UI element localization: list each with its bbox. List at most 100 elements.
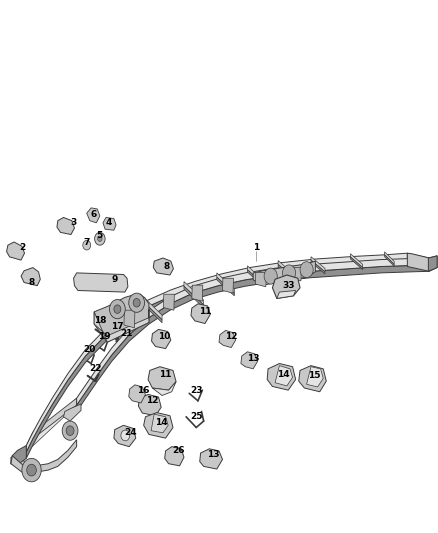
Polygon shape [311, 260, 325, 274]
Text: 24: 24 [124, 429, 137, 437]
Text: 12: 12 [225, 333, 237, 341]
Polygon shape [278, 261, 293, 277]
Polygon shape [307, 367, 323, 387]
Polygon shape [153, 258, 173, 275]
Text: 4: 4 [106, 219, 112, 227]
Polygon shape [26, 253, 407, 452]
Text: 14: 14 [278, 370, 290, 378]
Text: 21: 21 [120, 329, 132, 337]
Text: 16: 16 [138, 386, 150, 394]
Polygon shape [163, 294, 174, 310]
Polygon shape [272, 275, 300, 298]
Polygon shape [140, 298, 162, 322]
Polygon shape [184, 281, 204, 305]
Text: 25: 25 [190, 413, 202, 421]
Text: 5: 5 [97, 231, 103, 240]
Circle shape [22, 458, 41, 482]
Polygon shape [311, 257, 325, 272]
Polygon shape [148, 367, 176, 390]
Polygon shape [299, 366, 326, 392]
Polygon shape [278, 264, 293, 279]
Polygon shape [219, 330, 236, 348]
Text: 18: 18 [94, 317, 106, 325]
Text: 33: 33 [282, 281, 294, 289]
Text: 11: 11 [159, 370, 172, 378]
Polygon shape [184, 286, 204, 308]
Circle shape [264, 268, 277, 284]
Circle shape [98, 236, 102, 241]
Polygon shape [87, 208, 100, 223]
Text: 1: 1 [253, 244, 259, 252]
Polygon shape [350, 257, 363, 270]
Polygon shape [267, 364, 296, 390]
Polygon shape [277, 290, 296, 298]
Text: 7: 7 [84, 238, 90, 247]
Circle shape [133, 298, 140, 307]
Polygon shape [290, 268, 301, 281]
Polygon shape [114, 425, 136, 447]
Text: 13: 13 [208, 450, 220, 458]
Polygon shape [7, 242, 25, 260]
Polygon shape [192, 285, 203, 301]
Text: 22: 22 [89, 365, 102, 373]
Polygon shape [253, 261, 315, 285]
Text: 26: 26 [173, 446, 185, 455]
Text: 10: 10 [158, 333, 170, 341]
Polygon shape [26, 260, 407, 458]
Polygon shape [217, 277, 234, 296]
Polygon shape [124, 310, 135, 328]
Polygon shape [191, 304, 210, 324]
Polygon shape [385, 255, 394, 266]
Polygon shape [11, 456, 35, 475]
Polygon shape [165, 447, 184, 466]
Circle shape [129, 293, 145, 312]
Polygon shape [11, 440, 77, 472]
Text: 6: 6 [90, 210, 96, 219]
Circle shape [27, 464, 36, 476]
Polygon shape [255, 272, 266, 287]
Polygon shape [275, 366, 293, 386]
Polygon shape [151, 414, 168, 433]
Polygon shape [129, 385, 145, 403]
Circle shape [95, 232, 105, 245]
Polygon shape [21, 268, 40, 286]
Text: 9: 9 [112, 276, 118, 284]
Text: 11: 11 [199, 308, 211, 316]
Polygon shape [77, 258, 429, 405]
Polygon shape [350, 254, 363, 268]
Text: 17: 17 [111, 322, 124, 330]
Polygon shape [11, 446, 26, 465]
Circle shape [121, 430, 130, 441]
Polygon shape [26, 398, 77, 452]
Polygon shape [200, 449, 223, 469]
Polygon shape [144, 413, 173, 438]
Polygon shape [138, 394, 161, 416]
Polygon shape [64, 404, 81, 421]
Polygon shape [103, 217, 116, 230]
Polygon shape [77, 265, 429, 411]
Polygon shape [407, 253, 429, 265]
Polygon shape [152, 329, 171, 349]
Text: 8: 8 [28, 278, 35, 287]
Circle shape [114, 305, 121, 313]
Circle shape [110, 300, 125, 319]
Polygon shape [241, 352, 258, 369]
Text: 2: 2 [20, 244, 26, 252]
Polygon shape [385, 252, 394, 264]
Polygon shape [217, 273, 234, 293]
Polygon shape [247, 270, 263, 286]
Text: 20: 20 [84, 345, 96, 353]
Text: 12: 12 [146, 397, 159, 405]
Text: 19: 19 [98, 333, 110, 341]
Polygon shape [26, 398, 77, 452]
Polygon shape [428, 256, 437, 271]
Text: 15: 15 [308, 372, 321, 380]
Text: 8: 8 [163, 262, 170, 271]
Polygon shape [94, 294, 149, 342]
Circle shape [62, 421, 78, 440]
Text: 13: 13 [247, 354, 259, 362]
Circle shape [300, 262, 313, 278]
Polygon shape [140, 294, 162, 320]
Polygon shape [94, 309, 149, 342]
Text: 14: 14 [155, 418, 167, 426]
